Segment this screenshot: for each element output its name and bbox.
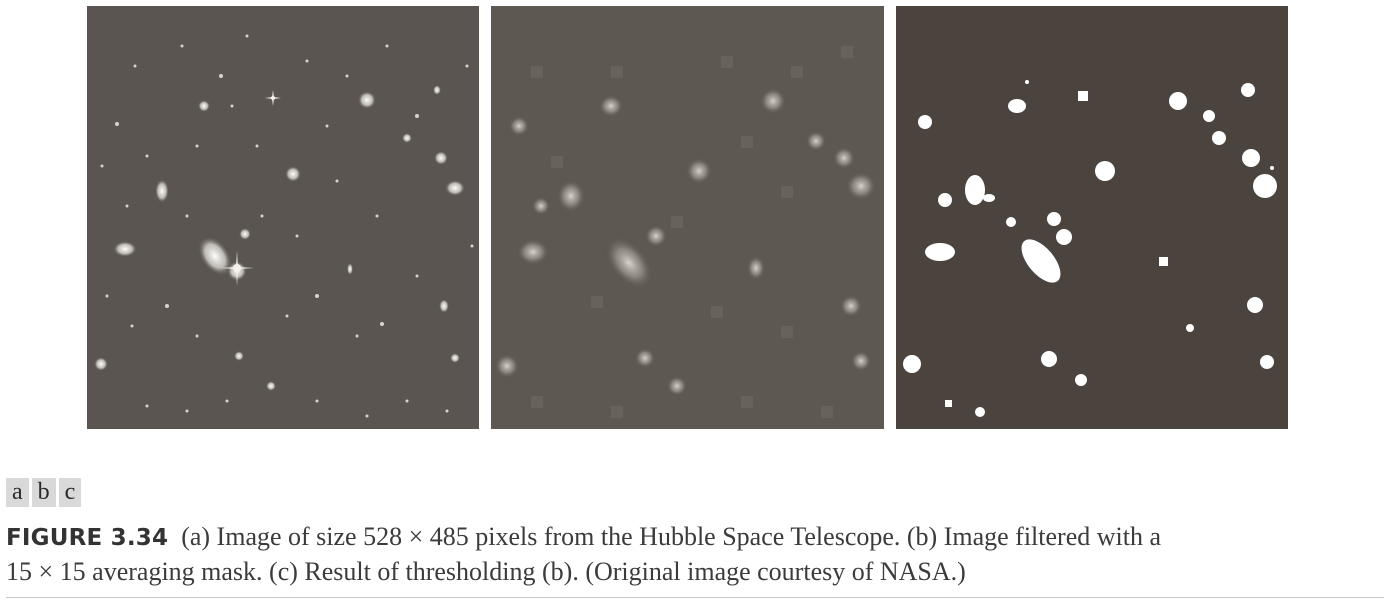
caption-line-1: FIGURE 3.34 (a) Image of size 528 × 485 … — [6, 520, 1384, 555]
thresholded-image — [903, 80, 1277, 417]
caption-text-1: (a) Image of size 528 × 485 pixels from … — [181, 522, 1162, 551]
subfigure-label-b: b — [31, 478, 56, 507]
caption-line-2: 15 × 15 averaging mask. (c) Result of th… — [6, 557, 966, 586]
figure-caption: FIGURE 3.34 (a) Image of size 528 × 485 … — [6, 520, 1384, 588]
filtered-image — [495, 46, 876, 418]
panel-a-original-image — [87, 6, 479, 429]
subfigure-label-a: a — [6, 478, 29, 507]
subfigure-label-c: c — [58, 478, 82, 507]
figure-number: FIGURE 3.34 — [6, 525, 169, 551]
panel-c-thresholded-image — [896, 6, 1288, 429]
panel-b-filtered-image — [491, 6, 884, 429]
hubble-image — [94, 34, 474, 418]
caption-divider — [6, 597, 1384, 598]
subfigure-labels: a b c — [6, 478, 82, 507]
